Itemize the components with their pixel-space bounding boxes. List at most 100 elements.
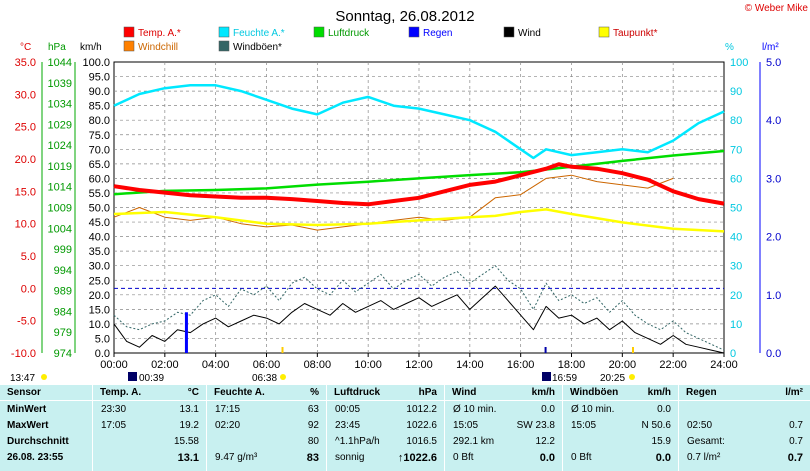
cell-time: Ø 10 min. — [453, 404, 497, 415]
wind-tick-label: 45.0 — [89, 217, 110, 229]
weather-chart: Sonntag, 26.08.2012 © Weber Mike Temp. A.*… — [10, 3, 808, 384]
table-row: sonnig ↑1022.6 — [327, 451, 445, 465]
wind-tick-label: 85.0 — [89, 101, 110, 113]
x-tick-label: 10:00 — [354, 359, 382, 371]
table-column-header: Wind km/h — [445, 386, 563, 400]
column-title: Luftdruck — [334, 387, 381, 398]
humidity-tick-label: 20 — [730, 290, 742, 302]
cell-value: 0.0 — [655, 452, 671, 464]
wind-tick-label: 65.0 — [89, 159, 110, 171]
pressure-tick-label: 979 — [54, 327, 72, 339]
table-row: 17:15 63 — [207, 403, 327, 417]
cell-time: 23:30 — [101, 404, 127, 415]
temp-tick-label: 10.0 — [15, 219, 36, 231]
cell-time: 15:05 — [453, 420, 479, 431]
row-label: Durchschnitt — [7, 436, 69, 447]
pressure-tick-label: 1024 — [48, 140, 72, 152]
legend-swatch — [218, 40, 230, 52]
column-unit: hPa — [418, 387, 437, 398]
cell-time: 0 Bft — [453, 452, 474, 463]
wind-tick-label: 0.0 — [95, 348, 110, 360]
humidity-tick-label: 50 — [730, 203, 742, 215]
column-unit: km/h — [647, 387, 671, 398]
pressure-tick-label: 1009 — [48, 203, 72, 215]
table-column: Windböen km/h Ø 10 min. 0.0 15:05 N 50.6 15.9 0… — [562, 385, 679, 471]
table-row: 15:05 N 50.6 — [563, 419, 679, 433]
table-row: 15:05 SW 23.8 — [445, 419, 563, 433]
legend-swatch — [313, 26, 325, 38]
cell-value: 0.0 — [541, 404, 555, 415]
humidity-tick-label: 80 — [730, 115, 742, 127]
x-tick-label: 04:00 — [202, 359, 230, 371]
series-line-windchill — [113, 174, 674, 231]
legend-label: Windchill — [138, 42, 178, 53]
legend-label: Regen — [423, 28, 452, 39]
table-row: 26.08. 23:55 — [0, 451, 92, 465]
humidity-tick-label: 60 — [730, 173, 742, 185]
column-unit: °C — [187, 387, 199, 398]
rain-tick-label: 1.0 — [766, 290, 781, 302]
table-column-header: Regen l/m² — [679, 386, 810, 400]
legend-swatch — [503, 26, 515, 38]
table-column-header: Sensor — [0, 386, 92, 400]
rain-unit-label: l/m² — [762, 42, 779, 53]
column-unit: l/m² — [785, 387, 803, 398]
rain-tick-label: 4.0 — [766, 115, 781, 127]
rain-bar — [184, 312, 188, 353]
cell-value: 80 — [307, 436, 319, 447]
cell-time: Gesamt: — [687, 436, 725, 447]
cell-time: 17:05 — [101, 420, 127, 431]
cell-time: sonnig — [335, 452, 365, 463]
cell-value: 13.1 — [177, 452, 199, 464]
cell-time: ^1.1hPa/h — [335, 436, 380, 447]
cell-value: 83 — [306, 452, 319, 464]
x-tick-label: 18:00 — [558, 359, 586, 371]
table-row: 17:05 19.2 — [93, 419, 207, 433]
pressure-tick-label: 1004 — [48, 223, 72, 235]
table-column: Regen l/m² 02:50 0.7 Gesamt: 0.7 0.7 l/m² 0.7 — [678, 385, 810, 471]
legend-swatch — [123, 26, 135, 38]
wind-tick-label: 75.0 — [89, 130, 110, 142]
table-row: 292.1 km 12.2 — [445, 435, 563, 449]
rain-tick-label: 2.0 — [766, 232, 781, 244]
cell-value: 15.58 — [173, 436, 199, 447]
humidity-tick-label: 40 — [730, 232, 742, 244]
x-tick-label: 06:00 — [253, 359, 281, 371]
row-label: MinWert — [7, 404, 47, 415]
wind-tick-label: 40.0 — [89, 232, 110, 244]
cell-value: 12.2 — [535, 436, 555, 447]
column-title: Regen — [686, 387, 717, 398]
column-title: Feuchte A. — [214, 387, 265, 398]
table-header-separator — [0, 400, 810, 401]
table-row: Durchschnitt — [0, 435, 92, 449]
sunset-icon — [542, 372, 551, 381]
x-tick-label: 02:00 — [151, 359, 179, 371]
series-line-taupunkt- — [113, 208, 725, 233]
cell-value: 15.9 — [651, 436, 671, 447]
row-label: 26.08. 23:55 — [7, 452, 64, 463]
wind-tick-label: 95.0 — [89, 72, 110, 84]
temp-tick-label: 15.0 — [15, 186, 36, 198]
series-line-wind — [113, 285, 725, 354]
humidity-tick-label: 30 — [730, 261, 742, 273]
cell-time: 0 Bft — [571, 452, 592, 463]
table-row: 15.9 — [563, 435, 679, 449]
column-unit: km/h — [531, 387, 555, 398]
temp-tick-label: 35.0 — [15, 57, 36, 69]
table-column: Wind km/h Ø 10 min. 0.0 15:05 SW 23.8 292.1 km… — [444, 385, 563, 471]
rain-tick-label: 0.0 — [766, 348, 781, 360]
row-label: MaxWert — [7, 420, 49, 431]
table-row: 0 Bft 0.0 — [563, 451, 679, 465]
pressure-tick-label: 974 — [54, 348, 72, 360]
cell-value: SW 23.8 — [516, 420, 555, 431]
cell-time: Ø 10 min. — [571, 404, 615, 415]
table-row: 80 — [207, 435, 327, 449]
cell-time: 292.1 km — [453, 436, 495, 447]
wind-tick-label: 30.0 — [89, 261, 110, 273]
cell-time: 15:05 — [571, 420, 597, 431]
sunrise2-time-label: 06:38 — [252, 373, 277, 384]
legend-label: Taupunkt* — [613, 28, 658, 39]
legend-label: Luftdruck — [328, 28, 370, 39]
statistics-table: Sensor MinWert MaxWert Durchschnitt 26.08. 2… — [0, 385, 810, 471]
cell-value: ↑1022.6 — [397, 452, 437, 464]
